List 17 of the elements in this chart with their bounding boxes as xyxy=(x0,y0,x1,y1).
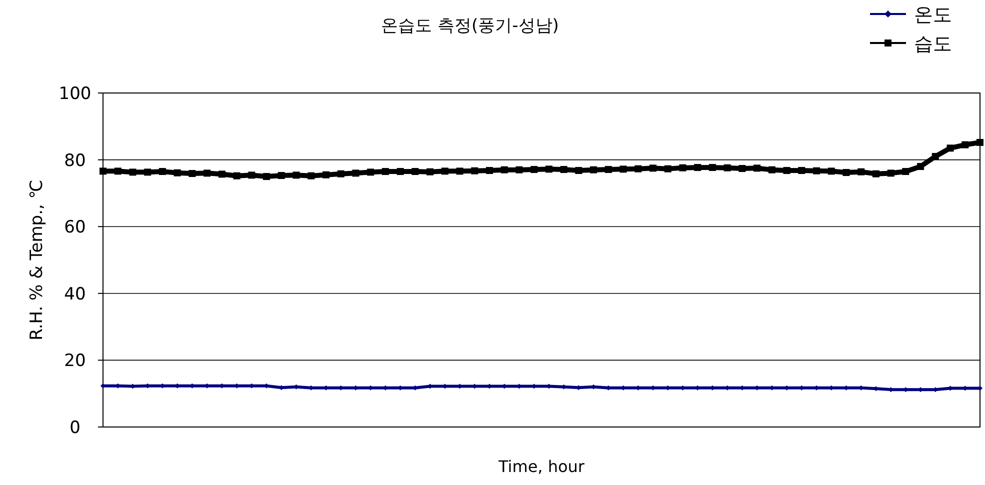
point xyxy=(902,168,910,175)
x-axis-title: Time, hour xyxy=(498,457,585,476)
legend-label: 온도 xyxy=(914,4,952,26)
y-tick-label: 100 xyxy=(58,84,92,104)
y-tick-label: 80 xyxy=(64,150,86,171)
y-tick-label: 0 xyxy=(70,418,80,438)
point xyxy=(976,138,984,146)
point xyxy=(932,152,939,160)
y-tick-label: 40 xyxy=(64,284,86,304)
point xyxy=(917,162,924,170)
y-tick-label: 20 xyxy=(64,351,86,372)
chart-title: 온습도 측정(풍기-성남) xyxy=(381,16,559,36)
point xyxy=(946,144,954,152)
legend-label: 습도 xyxy=(914,33,952,55)
y-tick-label: 60 xyxy=(64,218,86,238)
y-axis-title: R.H. % & Temp., ℃ xyxy=(27,180,47,340)
point xyxy=(100,168,106,175)
